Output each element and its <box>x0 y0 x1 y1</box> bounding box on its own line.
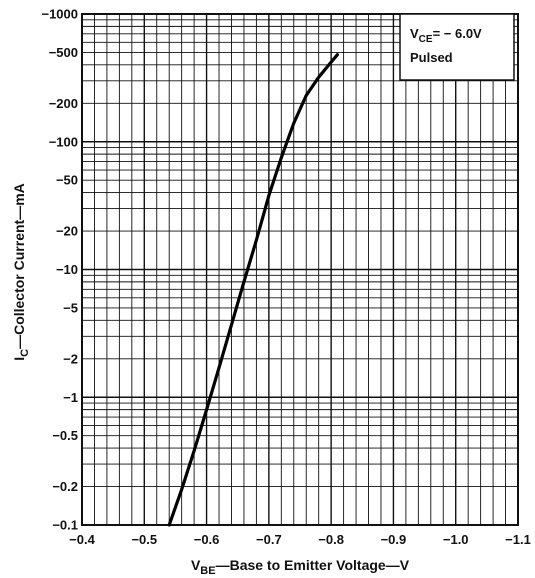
y-tick-label: −100 <box>49 134 78 149</box>
x-tick-label: −0.7 <box>256 532 282 547</box>
legend-background <box>399 13 515 81</box>
y-tick-label: −50 <box>56 173 78 188</box>
legend-box: VCE= − 6.0V Pulsed <box>399 13 515 81</box>
y-tick-label: −0.1 <box>52 518 78 533</box>
plot-border <box>81 13 519 526</box>
y-tick-label: −5 <box>63 300 78 315</box>
x-tick-label: −0.6 <box>194 532 220 547</box>
legend-vce-label: VCE= − 6.0V <box>410 26 482 45</box>
y-tick-label: −0.2 <box>52 479 78 494</box>
tick-labels: −0.4 −0.5 −0.6 −0.7 −0.8 −0.9 −1.0 −1.1 −1000 −50… <box>41 7 530 548</box>
y-axis-title: IC—Collector Current—mA <box>11 183 31 361</box>
y-tick-label: −1 <box>63 390 78 405</box>
x-tick-label: −0.5 <box>131 532 157 547</box>
x-tick-label: −0.9 <box>381 532 407 547</box>
x-tick-label: −0.4 <box>69 532 95 547</box>
x-axis-title: VBE—Base to Emitter Voltage—V <box>191 557 410 577</box>
plot-frame <box>81 13 519 526</box>
legend-pulsed-label: Pulsed <box>410 50 453 65</box>
series-line <box>167 53 339 527</box>
series-curve <box>167 53 339 527</box>
y-tick-label: −500 <box>49 45 78 60</box>
y-tick-label: −10 <box>56 262 78 277</box>
x-tick-label: −0.8 <box>318 532 344 547</box>
x-tick-label: −1.1 <box>505 532 531 547</box>
y-tick-label: −1000 <box>41 7 78 22</box>
y-tick-label: −20 <box>56 224 78 239</box>
y-tick-label: −200 <box>49 96 78 111</box>
y-tick-label: −0.5 <box>52 428 78 443</box>
grid <box>81 13 519 526</box>
x-tick-label: −1.0 <box>443 532 469 547</box>
y-tick-label: −2 <box>63 351 78 366</box>
